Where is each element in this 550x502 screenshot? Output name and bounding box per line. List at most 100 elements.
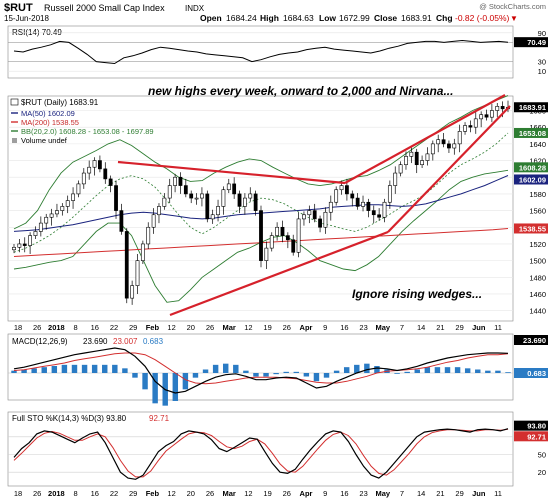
x-tick-label: 19 [263,489,271,498]
x-tick-label: 14 [417,323,425,332]
close-label: Close [374,13,397,23]
macd-hist-bar [343,367,350,373]
candle-body [12,246,16,251]
macd-hist-bar [283,371,289,373]
x-tick-label: 29 [455,489,463,498]
candle-body [210,214,215,220]
candle-body [269,235,274,249]
x-tick-label: 26 [206,489,214,498]
macd-hist-bar [485,370,491,373]
candle-body [404,156,408,166]
x-tick-label: 12 [244,489,252,498]
candle-body [339,185,344,191]
x-tick-label: 8 [74,489,78,498]
x-tick-label: Mar [223,489,236,498]
rsi-frame [7,25,514,79]
sto-d-tag: 92.71 [527,432,546,441]
date: 15-Jun-2018 [4,14,49,23]
bb-legend: BB(20,2.0) 1608.28 - 1653.08 - 1697.89 [21,127,154,136]
candle-body [237,193,242,207]
candle-body [242,197,247,207]
x-tick-label: May [376,323,391,332]
macd-hist-bar [293,371,300,373]
candle-body [350,193,355,199]
candle-body [216,206,220,216]
candle-body [414,151,419,166]
macd-value-tags: 23.690 0.683 [514,335,548,378]
candle-body [135,260,140,286]
candle-body [302,214,306,220]
x-tick-label: Apr [300,489,313,498]
x-tick-label: 14 [417,489,425,498]
open-label: Open [200,13,222,23]
macd-hist-bar [91,364,98,373]
sto-d-line [13,428,509,478]
x-tick-label: 8 [74,323,78,332]
candle-body [468,125,473,128]
macd-hist-bar [71,364,78,373]
price-last-tag-bg [514,162,548,173]
macd-hist-bar [495,370,501,373]
macd-hist-bar [364,363,370,373]
x-tick-label: Feb [146,323,160,332]
sto-k-tag-bg [514,420,548,431]
macd-hist-bar [51,366,58,373]
macd-hist-bar [132,373,138,378]
macd-hist-bar [11,370,17,373]
sto-legend: Full STO %K(14,3) %D(3) 93.80 [12,414,127,423]
candle-body [291,239,296,253]
candle-body [98,160,102,170]
x-tick-label: 7 [400,323,404,332]
price-tick-label: 1620 [529,157,546,166]
price-tick-label: 1660 [529,123,546,132]
macd-hist-bar [212,364,219,373]
sto-panel: 205080 Full STO %K(14,3) %D(3) 93.80 92.… [7,411,548,487]
x-tick-label: 12 [167,489,175,498]
rsi-axis: 10307090 [538,29,546,76]
rsi-panel: RSI(14) 70.49 10307090 70.49 [7,25,548,79]
ma50-legend: MA(50) 1602.09 [21,109,75,118]
macd-hist-bar [434,367,441,373]
sto-tick-label: 50 [538,451,546,460]
annotation-bottom: Ignore rising wedges... [352,287,482,301]
candle-body [205,193,210,220]
candle-body [140,243,145,261]
rsi-grid [8,32,513,72]
sto-d-value: 92.71 [149,414,170,423]
sto-frame [7,411,514,487]
price-last-tag: 1608.28 [519,163,546,172]
macd-hist-bar [233,364,239,373]
price-legend: $RUT (Daily) 1683.91 MA(50) 1602.09 MA(2… [10,98,154,145]
candle-body [307,210,312,216]
candle-body [226,183,231,191]
x-tick-label: 20 [187,489,195,498]
price-tick-label: 1460 [529,290,546,299]
macd-hist-bar [122,368,128,373]
low-label: Low [319,13,336,23]
candle-body [441,139,446,145]
x-tick-label: 16 [91,323,99,332]
candle-body [259,210,263,261]
candle-body [280,226,285,236]
macd-hist-bar [41,367,47,373]
x-tick-label: 16 [340,323,348,332]
price-tick-label: 1560 [529,207,546,216]
x-tick-label: 2018 [48,489,65,498]
x-tick-label: 26 [33,323,41,332]
sto-tick-label: 20 [538,468,546,477]
candle-body [409,151,414,157]
macd-legend-value: 23.690 [83,337,108,346]
candle-body [44,216,49,224]
candle-body [398,164,403,174]
x-tick-label: 9 [323,323,327,332]
candle-body [130,285,135,299]
candle-body [447,143,451,149]
price-last-tag-bg [514,127,548,138]
candle-body [33,231,38,236]
sto-grid: 205080 [8,433,546,477]
macd-signal-line [13,352,509,385]
volume-legend: Volume undef [21,136,68,145]
macd-legend: MACD(12,26,9) 23.690 23.007 0.683 [12,337,164,346]
x-tick-label: 26 [206,323,214,332]
candle-body [151,214,156,228]
